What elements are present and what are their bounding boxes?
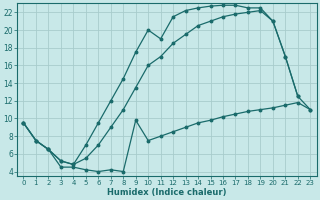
X-axis label: Humidex (Indice chaleur): Humidex (Indice chaleur): [107, 188, 227, 197]
